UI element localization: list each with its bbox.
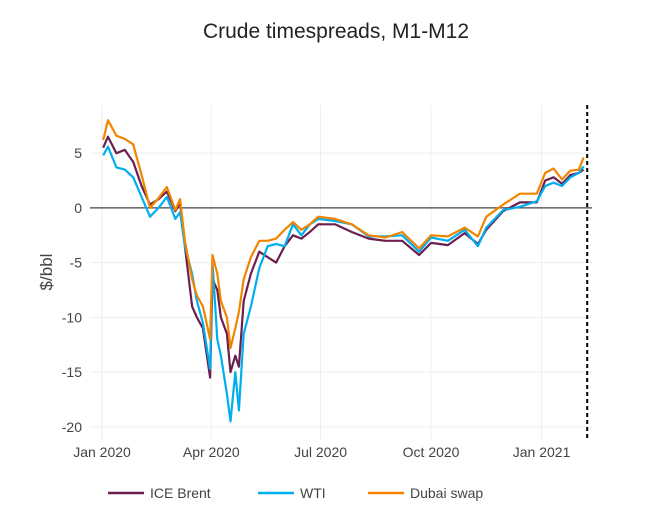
- x-tick-label: Jan 2020: [73, 444, 131, 460]
- y-axis-label: $/bbl: [37, 254, 56, 291]
- y-tick-label: 5: [74, 145, 82, 161]
- legend-label: Dubai swap: [410, 485, 483, 501]
- legend-label: WTI: [300, 485, 326, 501]
- chart-title: Crude timespreads, M1-M12: [202, 20, 470, 43]
- series-line-wti: [102, 145, 585, 423]
- y-tick-label: -20: [62, 419, 82, 435]
- legend-label: ICE Brent: [150, 485, 211, 501]
- y-tick-label: -5: [70, 255, 83, 271]
- x-tick-label: Apr 2020: [183, 444, 240, 460]
- x-tick-label: Jul 2020: [294, 444, 347, 460]
- series-line-ice-brent: [102, 135, 585, 379]
- y-tick-label: 0: [74, 200, 82, 216]
- x-tick-label: Oct 2020: [403, 444, 460, 460]
- series-line-dubai-swap: [102, 119, 585, 350]
- y-tick-label: -10: [62, 309, 82, 325]
- x-tick-label: Jan 2021: [513, 444, 571, 460]
- y-tick-label: -15: [62, 364, 82, 380]
